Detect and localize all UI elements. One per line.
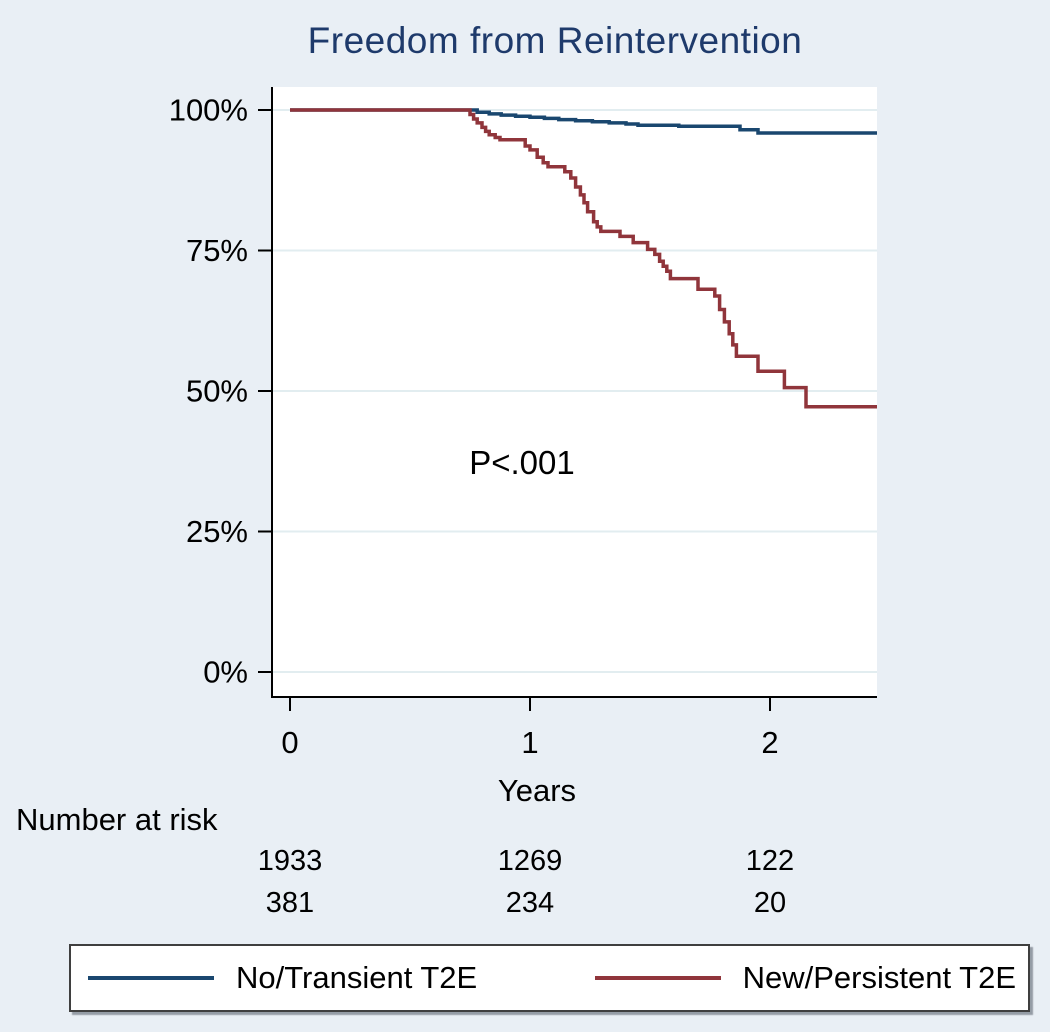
y-tick-label-75: 75% [186,233,248,268]
axis-lines [271,87,877,698]
survival-curve-no-transient-t2e [290,108,877,135]
legend-entry-no-transient: No/Transient T2E [88,960,477,996]
y-tick-label-25: 25% [186,514,248,549]
legend-box: No/Transient T2E New/Persistent T2E [69,944,1030,1012]
y-tick-label-100: 100% [169,93,248,128]
legend-label-no-transient: No/Transient T2E [236,960,478,995]
x-tick-label-0: 0 [281,725,298,760]
risk-count-row2-t1: 234 [506,887,554,919]
number-at-risk-values: 1933 1269 122 381 234 20 [258,845,794,919]
axis-ticks: 100% 75% 50% 25% 0% 0 1 2 [169,93,779,761]
survival-curve-new-persistent-t2e [290,108,877,409]
y-tick-label-0: 0% [203,655,248,690]
risk-count-row2-t2: 20 [754,887,786,919]
legend-entry-new-persistent: New/Persistent T2E [594,960,1016,996]
y-tick-label-50: 50% [186,374,248,409]
x-axis-title: Years [497,773,577,808]
legend-label-new-persistent: New/Persistent T2E [742,960,1016,995]
legend-line-swatch-blue [88,976,214,980]
legend-line-swatch-red [594,976,721,980]
p-value-annotation: P<.001 [469,444,575,481]
number-at-risk-label: Number at risk [16,802,218,837]
risk-count-row2-t0: 381 [266,887,314,919]
risk-count-row1-t1: 1269 [498,845,563,877]
x-tick-label-1: 1 [521,725,538,760]
chart-title: Freedom from Reintervention [307,20,803,61]
risk-count-row1-t2: 122 [746,845,794,877]
risk-count-row1-t0: 1933 [258,845,323,877]
x-tick-label-2: 2 [761,725,778,760]
survival-curves [290,108,877,409]
